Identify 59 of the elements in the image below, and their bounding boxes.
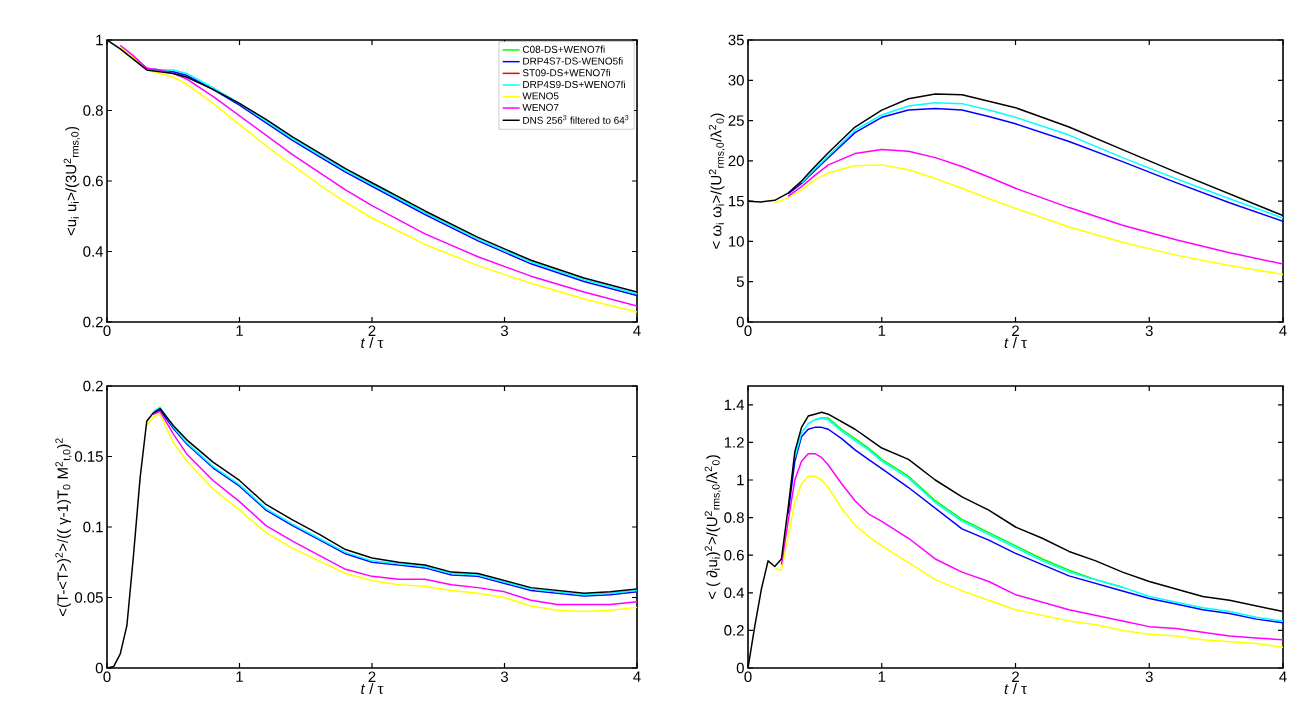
x-axis-title: t / τ bbox=[1004, 682, 1027, 694]
x-tick-label: 2 bbox=[1012, 671, 1019, 682]
y-tick-label: 0 bbox=[95, 662, 103, 674]
y-tick-label: 10 bbox=[729, 236, 744, 247]
y-tick-label: 0.6 bbox=[724, 549, 744, 561]
text: < ( ∂$_{i}$u$_{i}$)$^{2}$>/(U$^{2}$$_{rms,0}$/λ$^{2}$$_{0}$) bbox=[704, 455, 721, 600]
y-tick-label: 0.15 bbox=[74, 451, 103, 462]
y-tick-label: 25 bbox=[728, 115, 744, 126]
y-tick-label: 0.05 bbox=[74, 592, 103, 603]
x-tick-label: 2 bbox=[1012, 325, 1019, 336]
x-tick-label: 3 bbox=[500, 671, 508, 683]
y-tick-label: 0.4 bbox=[724, 587, 745, 599]
x-axis-title: t / τ bbox=[1004, 336, 1027, 348]
legend-label: ST09-DS+WENO7fi bbox=[522, 68, 611, 77]
legend-label: WENO5 bbox=[522, 92, 559, 100]
x-tick-label: 1 bbox=[878, 671, 886, 682]
legend-label: DRP4S9-DS+WENO7fi bbox=[523, 80, 625, 89]
text: <(T-<T>)$^{2}$>/(( γ-1)T$_{0}$ M$^{2}$$_{t,0}$)$^{2}$ bbox=[55, 438, 72, 616]
x-axis-title: t / τ bbox=[361, 682, 384, 694]
y-tick-label: 20 bbox=[728, 155, 744, 167]
y-tick-label: 0.4 bbox=[83, 246, 104, 257]
x-axis-title: t / τ bbox=[361, 336, 384, 348]
x-tick-label: 3 bbox=[1145, 325, 1153, 337]
x-tick-label: 1 bbox=[236, 325, 243, 336]
y-tick-label: 0.2 bbox=[83, 316, 103, 328]
x-tick-label: 4 bbox=[633, 671, 641, 682]
y-tick-label: 30 bbox=[728, 74, 744, 86]
y-tick-label: 0.8 bbox=[83, 105, 103, 116]
y-tick-label: 35 bbox=[728, 34, 744, 46]
legend-label: DRP4S7-DS-WENO5fi bbox=[523, 57, 623, 65]
line-series bbox=[774, 164, 1284, 276]
y-axis-title: <u$_{i}$ u$_{i}$>/(3U$^{2}$$_{rms,0}$) bbox=[63, 126, 80, 236]
y-tick-label: 0.2 bbox=[83, 380, 103, 392]
y-tick-label: 1 bbox=[737, 474, 744, 486]
legend-label: WENO7 bbox=[522, 103, 559, 111]
x-tick-label: 4 bbox=[633, 325, 641, 336]
x-tick-label: 4 bbox=[1279, 325, 1287, 336]
legend-label: C08-DS+WENO7fi bbox=[522, 45, 605, 53]
y-tick-label: 5 bbox=[736, 276, 744, 287]
y-tick-label: 0 bbox=[736, 662, 744, 674]
x-tick-label: 2 bbox=[368, 671, 376, 682]
y-tick-label: 0 bbox=[736, 316, 744, 328]
y-tick-label: 0.8 bbox=[724, 512, 744, 523]
y-tick-label: 0.2 bbox=[724, 625, 744, 636]
line-series bbox=[787, 148, 1284, 265]
text: < ω$_{i}$ ω$_{i}$>/(U$^{2}$$_{rms,0}$/λ$^{2}$$_{0}$) bbox=[708, 113, 726, 249]
x-tick-label: 2 bbox=[368, 325, 376, 336]
y-tick-label: 15 bbox=[729, 195, 744, 207]
x-tick-label: 1 bbox=[878, 325, 886, 336]
y-tick-label: 1 bbox=[96, 34, 103, 46]
x-tick-label: 4 bbox=[1279, 671, 1287, 682]
x-tick-label: 1 bbox=[236, 671, 243, 682]
y-tick-label: 1.2 bbox=[724, 437, 744, 448]
y-tick-label: 0.1 bbox=[83, 521, 103, 533]
legend-label: DNS 256$^{3}$ filtered to 64$^{3}$ bbox=[523, 115, 629, 124]
y-tick-label: 1.4 bbox=[724, 399, 745, 410]
x-tick-label: 3 bbox=[1145, 671, 1153, 683]
y-tick-label: 0.6 bbox=[83, 175, 103, 187]
x-tick-label: 3 bbox=[500, 325, 508, 337]
